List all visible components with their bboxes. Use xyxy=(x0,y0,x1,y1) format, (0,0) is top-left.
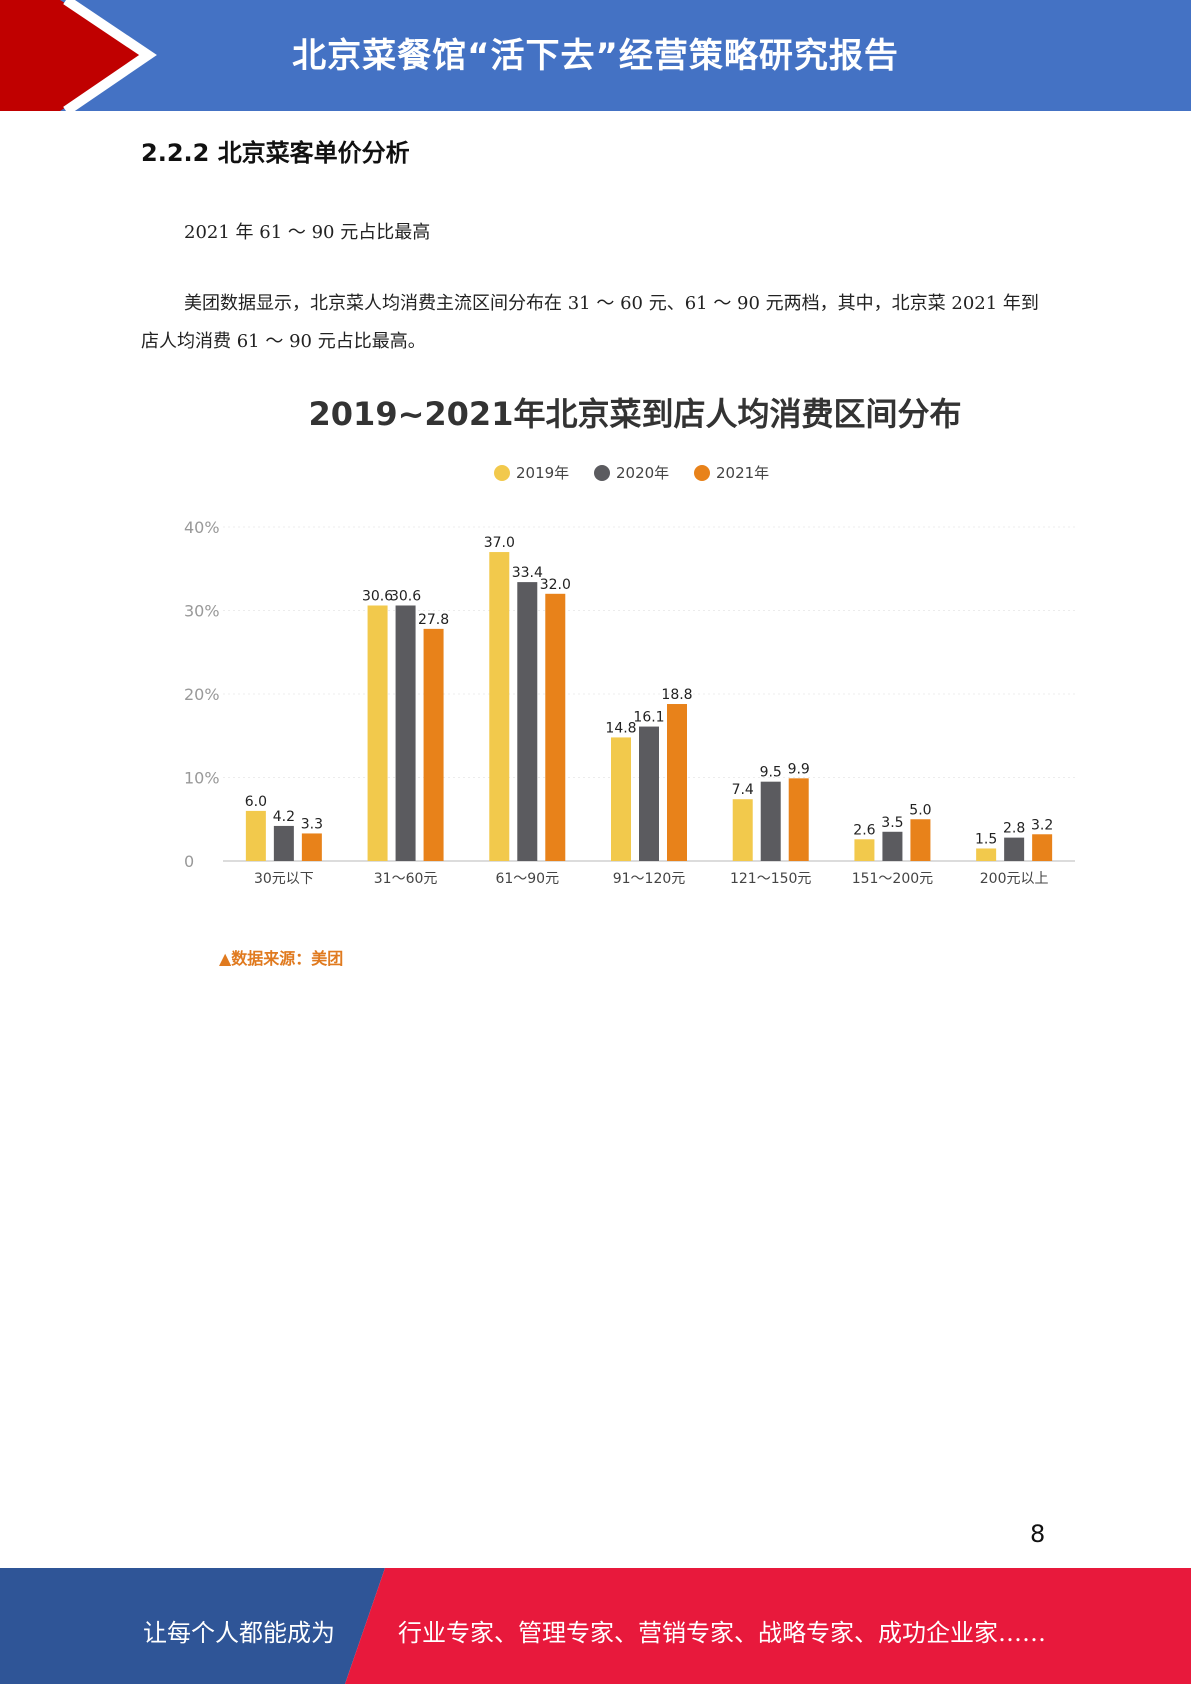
source-note: ▲数据来源：美团 xyxy=(219,949,344,968)
data-label: 14.8 xyxy=(605,720,636,736)
bar xyxy=(760,781,781,861)
paragraph-body: 美团数据显示，北京菜人均消费主流区间分布在 31 ～ 60 元、61 ～ 90 … xyxy=(141,293,1039,352)
data-label: 9.9 xyxy=(788,761,810,777)
bar xyxy=(667,704,687,861)
legend-label: 2021年 xyxy=(716,464,769,482)
data-label: 33.4 xyxy=(512,565,543,581)
y-tick-label: 30% xyxy=(184,602,220,621)
bar xyxy=(1032,834,1053,861)
x-category-label: 121～150元 xyxy=(730,871,811,887)
y-tick-label: 20% xyxy=(184,685,220,704)
legend-swatch xyxy=(494,465,510,481)
header-arrow-decoration xyxy=(0,0,157,111)
bar xyxy=(732,799,753,861)
data-label: 30.6 xyxy=(390,588,421,604)
bar xyxy=(367,605,388,861)
bar-chart: 2019~2021年北京菜到店人均消费区间分布 2019年 2020年 2021年 … xyxy=(180,385,1100,985)
footer-slogan-left: 让每个人都能成为 xyxy=(143,1619,335,1647)
bar xyxy=(854,839,875,861)
bar xyxy=(788,778,809,861)
x-category-label: 91～120元 xyxy=(613,871,686,887)
y-tick-label: 10% xyxy=(184,769,220,788)
legend-swatch xyxy=(694,465,710,481)
bar xyxy=(882,831,903,861)
data-label: 7.4 xyxy=(732,782,754,798)
section-heading: 2.2.2 北京菜客单价分析 xyxy=(141,139,410,167)
y-tick-label: 0 xyxy=(184,852,194,871)
x-category-label: 200元以上 xyxy=(980,871,1049,887)
page-header: 北京菜餐馆“活下去”经营策略研究报告 xyxy=(0,0,1191,111)
data-label: 3.5 xyxy=(881,815,903,831)
data-label: 1.5 xyxy=(975,831,997,847)
bar xyxy=(489,552,510,861)
footer-background xyxy=(0,1568,1191,1684)
data-label: 4.2 xyxy=(273,809,295,825)
bar xyxy=(611,737,631,861)
chart-labels: 6.0 4.2 3.3 30元以下 30.630.6 27.8 31～60元 37.0 33.4… xyxy=(245,535,1054,887)
data-label: 16.1 xyxy=(633,710,664,726)
legend-label: 2019年 xyxy=(516,464,569,482)
legend-label: 2020年 xyxy=(616,464,669,482)
bar xyxy=(976,848,997,861)
data-label: 2.6 xyxy=(853,822,875,838)
paragraph-highlight: 2021 年 61 ～ 90 元占比最高 xyxy=(184,222,431,243)
x-category-label: 30元以下 xyxy=(254,871,314,887)
bar xyxy=(395,605,416,861)
footer-slogan-right: 行业专家、管理专家、营销专家、战略专家、成功企业家…… xyxy=(398,1619,1046,1647)
bar xyxy=(517,582,538,861)
page-footer: 让每个人都能成为 行业专家、管理专家、营销专家、战略专家、成功企业家…… xyxy=(0,1568,1191,1684)
page-number: 8 xyxy=(1030,1520,1046,1548)
data-label: 2.8 xyxy=(1003,821,1025,837)
bar xyxy=(423,628,444,861)
x-category-label: 61～90元 xyxy=(495,871,559,887)
data-label: 37.0 xyxy=(484,535,515,551)
bar xyxy=(545,593,566,861)
data-label: 3.2 xyxy=(1031,817,1053,833)
bar xyxy=(1004,837,1025,861)
data-label: 3.3 xyxy=(301,816,323,832)
bar xyxy=(273,825,294,861)
data-label: 30.6 xyxy=(362,588,393,604)
chart-gridlines: 0 10% 20% 30% 40% xyxy=(184,518,1075,871)
y-tick-label: 40% xyxy=(184,518,220,537)
data-label: 32.0 xyxy=(540,577,571,593)
chart-legend: 2019年 2020年 2021年 xyxy=(494,464,769,482)
chart-bars xyxy=(245,552,1053,861)
bar xyxy=(245,810,266,861)
chart-title: 2019~2021年北京菜到店人均消费区间分布 xyxy=(309,395,962,433)
data-label: 27.8 xyxy=(418,612,449,628)
data-label: 6.0 xyxy=(245,794,267,810)
bar xyxy=(910,819,931,861)
report-title: 北京菜餐馆“活下去”经营策略研究报告 xyxy=(292,36,899,76)
data-label: 9.5 xyxy=(760,765,782,781)
data-label: 5.0 xyxy=(909,802,931,818)
data-label: 18.8 xyxy=(661,687,692,703)
bar xyxy=(639,726,659,861)
chart-canvas: 2019~2021年北京菜到店人均消费区间分布 2019年 2020年 2021年 … xyxy=(184,395,1075,887)
x-category-label: 151～200元 xyxy=(852,871,933,887)
x-category-label: 31～60元 xyxy=(374,871,438,887)
legend-swatch xyxy=(594,465,610,481)
bar xyxy=(301,833,322,861)
